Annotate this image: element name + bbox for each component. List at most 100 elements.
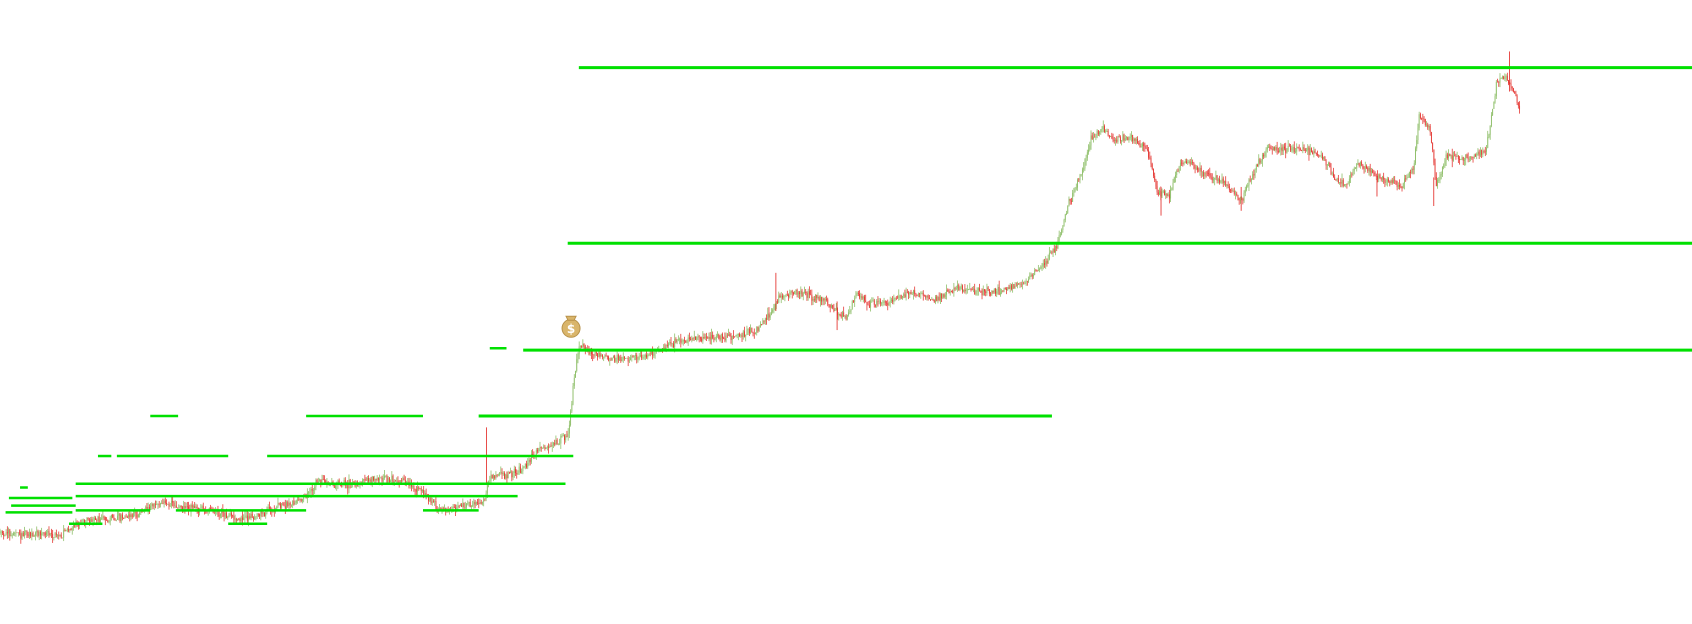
candle-body xyxy=(1184,161,1186,163)
candle-body xyxy=(1009,285,1011,289)
candle-body xyxy=(1081,169,1083,175)
candle-body xyxy=(927,295,929,298)
candle-body xyxy=(1430,132,1432,143)
candle-body xyxy=(1137,138,1138,143)
candle-body xyxy=(1172,182,1174,189)
candle-body xyxy=(548,446,550,448)
candle-body xyxy=(108,521,110,523)
candle-body xyxy=(763,320,765,322)
candle-body xyxy=(333,484,335,488)
candle-body xyxy=(256,513,258,517)
candle-body xyxy=(515,468,516,474)
candle-body xyxy=(887,303,889,306)
candle-body xyxy=(1211,177,1213,181)
candle-body xyxy=(1324,156,1326,161)
candle-body xyxy=(684,339,685,341)
candle-body xyxy=(1035,270,1037,271)
candle-body xyxy=(55,533,57,536)
candle-body xyxy=(1506,75,1508,81)
candle-body xyxy=(173,502,175,506)
candle-body xyxy=(1141,143,1143,147)
candle-body xyxy=(281,503,283,508)
candle-body xyxy=(851,301,853,310)
candle-body xyxy=(948,291,950,294)
candle-body xyxy=(1233,190,1235,194)
candle-body xyxy=(1326,164,1328,166)
candle-body xyxy=(1454,155,1456,157)
candle-body xyxy=(1470,156,1472,160)
candle-body xyxy=(26,531,28,535)
candle-body xyxy=(68,528,70,531)
candle-body xyxy=(1494,96,1496,103)
candle-body xyxy=(1139,143,1141,148)
candle-body xyxy=(148,507,150,510)
candle-body xyxy=(255,516,257,517)
candle-body xyxy=(1042,263,1044,267)
candle-body xyxy=(1400,186,1402,188)
candle-body xyxy=(507,472,509,479)
candle-body xyxy=(115,519,117,521)
candle-body xyxy=(1445,154,1447,162)
candle-body xyxy=(24,531,25,536)
candle-body xyxy=(655,351,657,352)
candle-body xyxy=(615,358,617,362)
candle-body xyxy=(789,291,791,298)
candle-body xyxy=(913,290,914,294)
candle-body xyxy=(290,504,292,506)
candle-body xyxy=(641,355,643,359)
candle-body xyxy=(1357,162,1359,164)
candle-body xyxy=(540,447,542,449)
candle-body xyxy=(924,295,925,297)
candle-body xyxy=(654,351,656,354)
candle-body xyxy=(404,479,406,485)
candle-body xyxy=(1315,153,1317,154)
candle-body xyxy=(726,335,728,337)
candle-body xyxy=(1487,137,1489,148)
candle-body xyxy=(309,492,311,493)
candle-body xyxy=(1058,235,1060,241)
candle-body xyxy=(931,299,933,300)
candle-body xyxy=(1516,95,1518,103)
candle-body xyxy=(957,284,958,289)
candle-body xyxy=(1255,164,1257,170)
candle-body xyxy=(949,290,951,294)
candle-body xyxy=(1495,81,1497,97)
candle-body xyxy=(1450,155,1452,156)
candle-body xyxy=(1179,162,1181,167)
candle-body xyxy=(84,519,85,525)
candle-body xyxy=(823,298,825,301)
candle-body xyxy=(1351,174,1353,176)
candle-body xyxy=(708,336,710,339)
candle-body xyxy=(1198,169,1200,171)
candle-body xyxy=(101,518,103,519)
candle-body xyxy=(308,492,310,494)
candle-body xyxy=(791,291,793,293)
candle-body xyxy=(1219,179,1221,183)
candle-body xyxy=(1104,126,1105,132)
candle-body xyxy=(1380,177,1382,180)
candle-body xyxy=(237,518,238,521)
candle-body xyxy=(393,480,395,483)
candle-body xyxy=(675,339,677,343)
candle-body xyxy=(545,447,547,449)
candle-body xyxy=(1122,134,1124,141)
candle-body xyxy=(1100,129,1102,132)
candle-body xyxy=(985,291,987,294)
candle-body xyxy=(620,356,622,362)
candle-body xyxy=(822,298,824,302)
candle-body xyxy=(1317,153,1318,155)
candle-body xyxy=(1508,80,1509,84)
candle-body xyxy=(1187,161,1189,164)
candle-body xyxy=(543,446,545,448)
candle-body xyxy=(73,525,74,529)
candle-body xyxy=(1418,114,1420,128)
candle-body xyxy=(129,514,131,517)
candle-body xyxy=(1435,176,1437,187)
candle-body xyxy=(109,517,111,522)
candle-body xyxy=(429,497,431,502)
candle-body xyxy=(599,352,601,357)
candle-body xyxy=(1044,263,1045,265)
candle-body xyxy=(796,289,798,295)
candle-body xyxy=(1143,143,1145,147)
candle-body xyxy=(163,500,165,504)
